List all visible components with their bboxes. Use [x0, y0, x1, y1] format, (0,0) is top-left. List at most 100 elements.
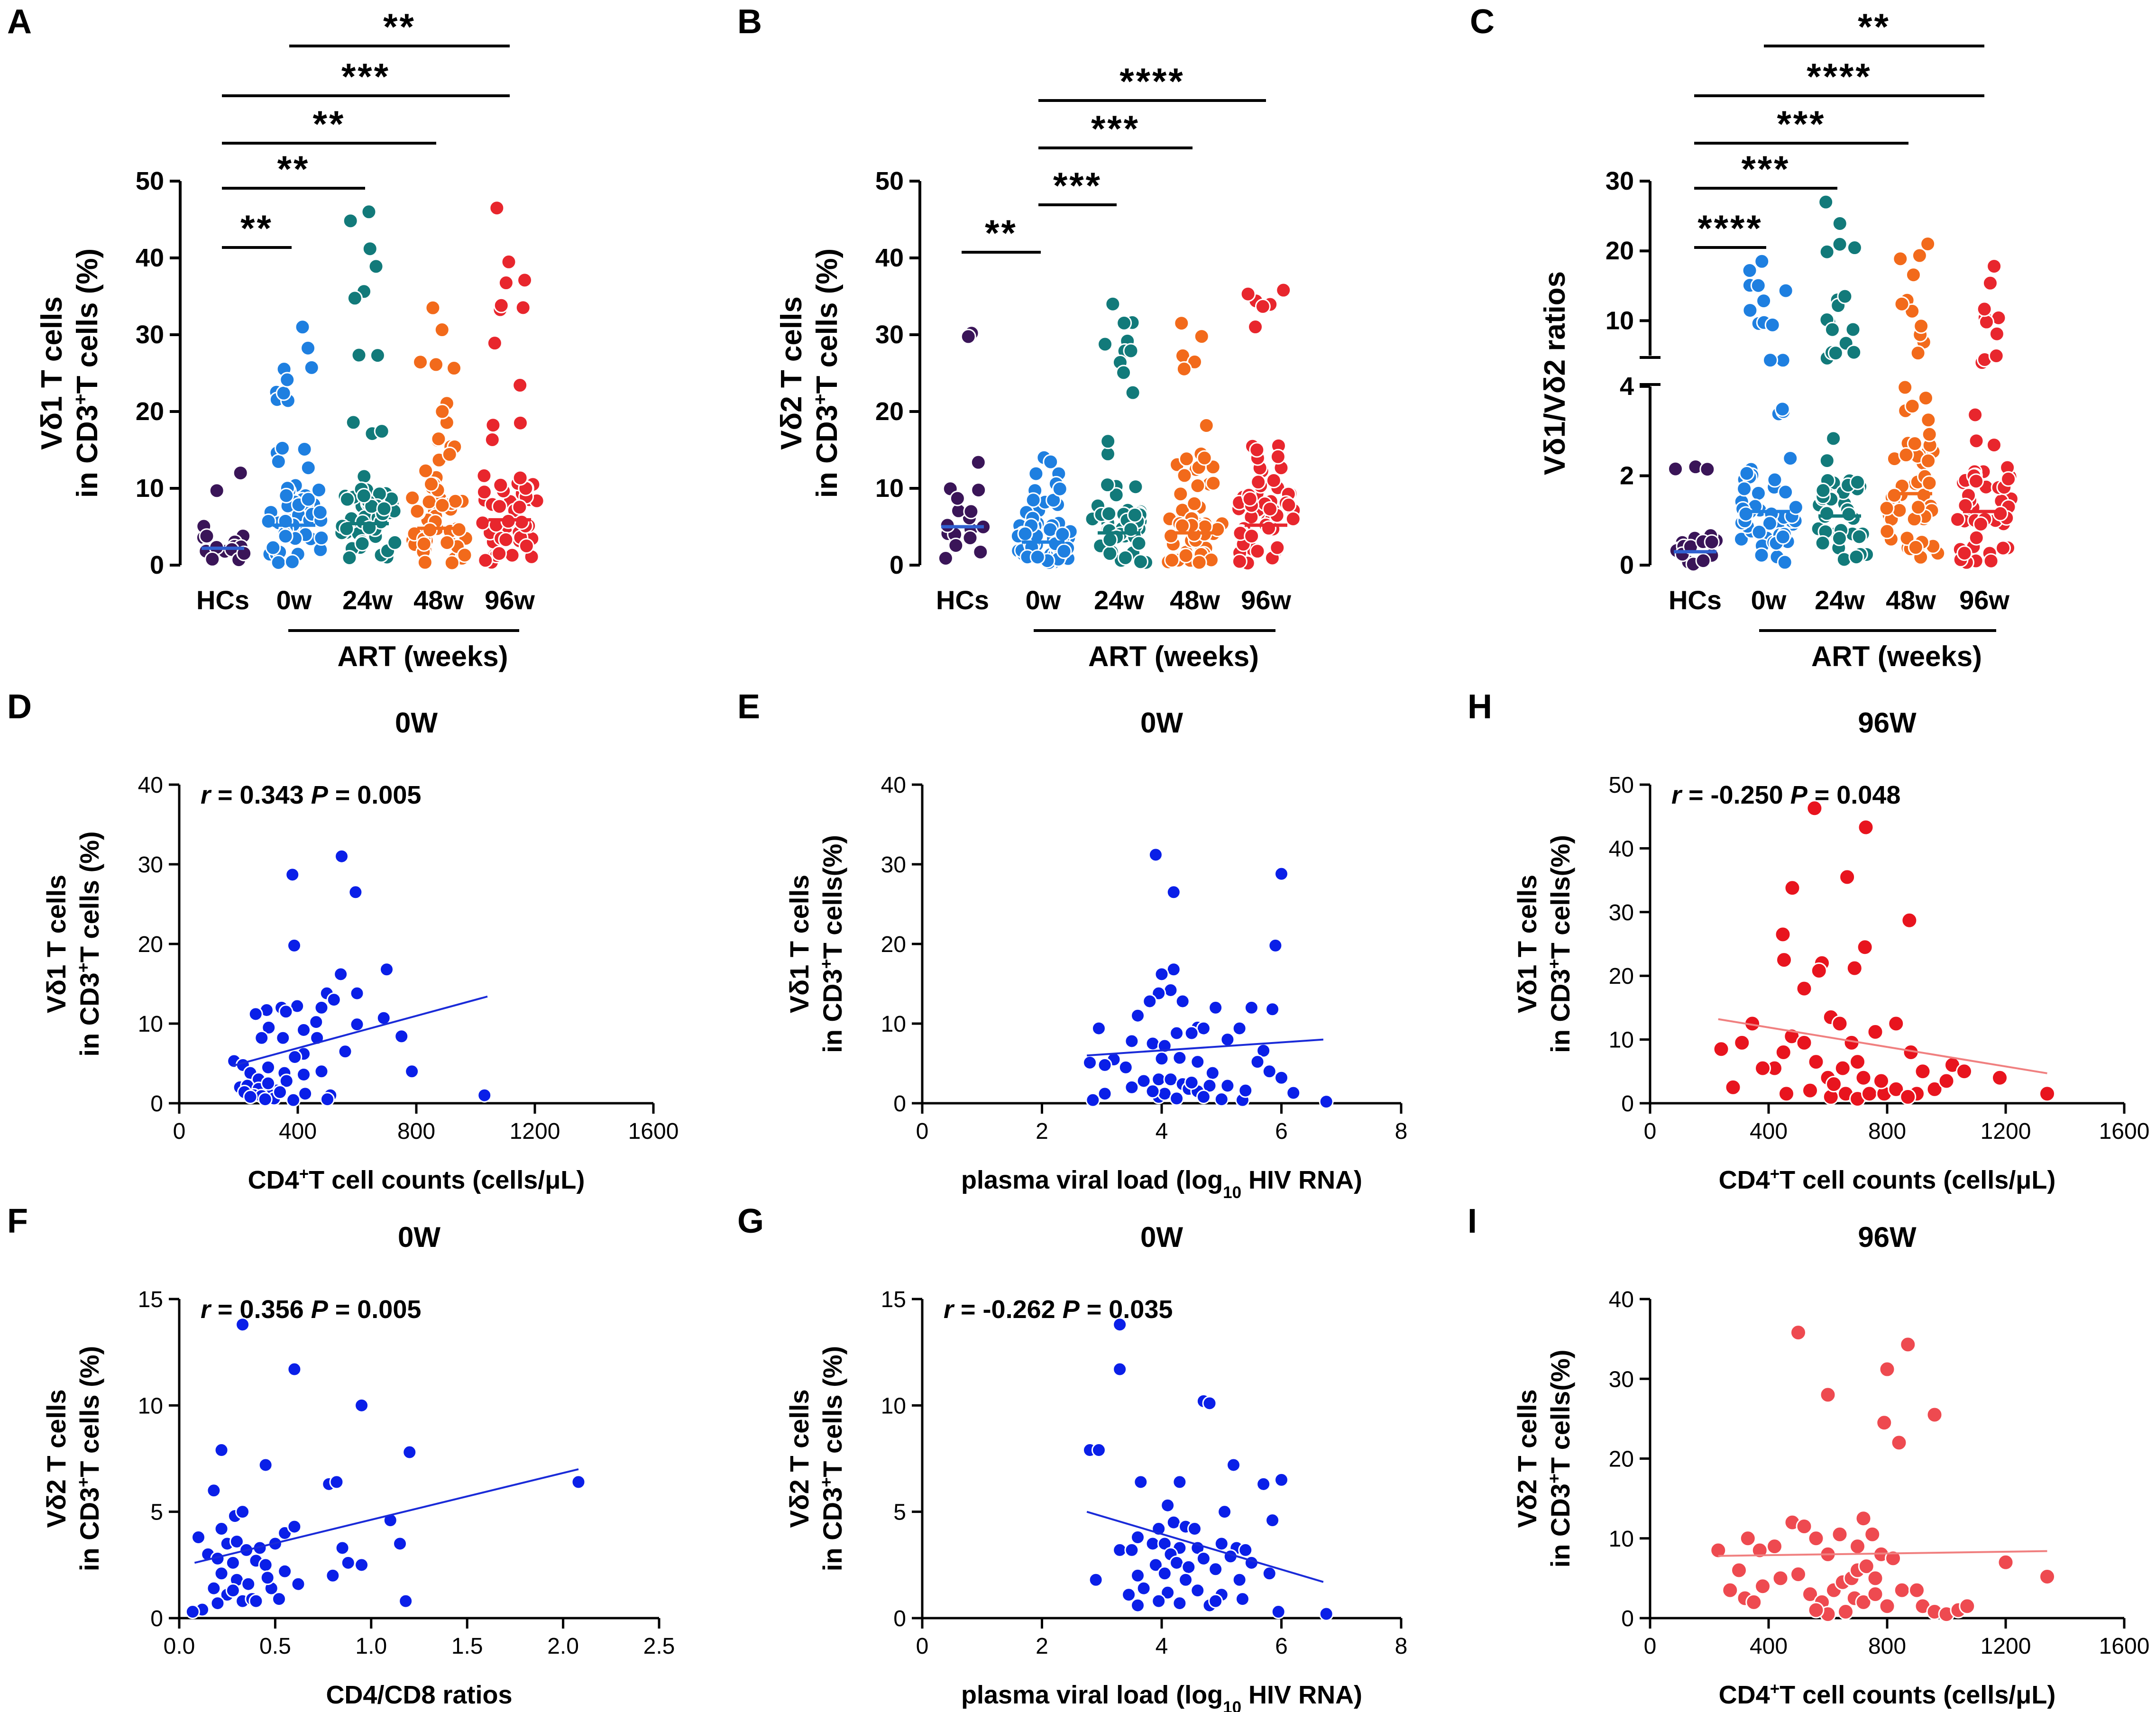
data-point — [1920, 453, 1936, 469]
data-point — [225, 1583, 240, 1598]
data-point — [261, 1076, 275, 1091]
y-axis-label: in CD3+T cells (%) — [73, 831, 105, 1056]
chart-title: 96W — [1858, 707, 1917, 739]
x-axis-label: CD4/CD8 ratios — [326, 1681, 512, 1709]
x-tick-label: 48w — [413, 585, 464, 615]
data-point — [1986, 258, 2002, 275]
data-point — [1174, 315, 1190, 331]
data-point — [1968, 433, 1984, 449]
data-point — [1855, 1069, 1872, 1086]
y-tick-label: 20 — [1609, 964, 1634, 989]
data-point — [1202, 1396, 1217, 1411]
data-point — [1968, 530, 1984, 546]
panel-c: 0 2 4 10 20 30 Vδ1/Vδ2 ratios HCs 0w 24w 48w 96w ART… — [1539, 6, 2019, 672]
x-tick-label: 0.5 — [259, 1634, 291, 1659]
significance-label: *** — [1741, 148, 1790, 190]
data-point — [1217, 1504, 1232, 1520]
data-point — [1187, 1521, 1202, 1537]
x-tick-label: HCs — [1669, 585, 1722, 615]
data-point — [1017, 526, 1033, 542]
data-point — [1926, 1406, 1943, 1423]
data-point — [1193, 329, 1210, 345]
data-point — [1097, 1057, 1112, 1072]
y-tick-label: 0 — [150, 1091, 163, 1117]
data-point — [348, 885, 363, 900]
data-point — [279, 372, 295, 388]
data-point — [1232, 1572, 1247, 1587]
data-point — [1888, 1080, 1905, 1098]
significance-label: **** — [1119, 60, 1184, 102]
data-point — [491, 498, 507, 514]
data-point — [1174, 518, 1191, 534]
data-point — [1699, 461, 1716, 477]
data-point — [1136, 1073, 1151, 1089]
data-point — [1190, 1054, 1205, 1070]
data-point — [518, 538, 534, 554]
data-point — [1176, 467, 1193, 484]
data-point — [356, 468, 372, 485]
data-point — [1695, 553, 1711, 569]
x-tick-label: 2.0 — [547, 1634, 579, 1659]
data-point — [970, 454, 986, 470]
x-tick-label: 400 — [1750, 1634, 1788, 1659]
data-point — [1886, 487, 1902, 504]
data-point — [1899, 1089, 1917, 1106]
data-point — [1762, 352, 1779, 368]
data-point — [314, 1000, 329, 1015]
regression-line — [194, 1468, 579, 1564]
data-point — [341, 549, 358, 566]
data-point — [962, 530, 978, 546]
data-point — [416, 536, 432, 552]
x-tick-label: 96w — [485, 585, 535, 615]
data-point — [1754, 1060, 1771, 1077]
panel-label-f: F — [7, 1202, 28, 1240]
significance-label: ** — [383, 6, 416, 47]
y-tick-label: 40 — [875, 244, 904, 272]
data-point — [1244, 1000, 1259, 1015]
y-tick-label: 10 — [136, 474, 164, 503]
data-point — [1938, 1072, 1955, 1089]
data-point — [1733, 531, 1749, 547]
data-point — [1173, 486, 1189, 502]
data-point — [261, 1020, 276, 1035]
y-tick-label: 0 — [890, 551, 904, 579]
data-point — [334, 849, 349, 864]
data-point — [393, 1536, 408, 1551]
data-point — [422, 522, 438, 538]
data-point — [1745, 1593, 1762, 1611]
data-point — [351, 347, 367, 363]
x-tick-label: 2 — [1036, 1634, 1048, 1659]
data-point — [1097, 336, 1113, 352]
data-point — [1160, 1498, 1175, 1513]
data-point — [1124, 1034, 1139, 1049]
data-point — [300, 340, 316, 356]
y-tick-label: 10 — [881, 1012, 906, 1037]
data-point — [444, 555, 460, 571]
data-point — [1123, 343, 1139, 359]
data-point — [1831, 1526, 1848, 1543]
x-tick-label: 0 — [916, 1634, 929, 1659]
data-point — [439, 534, 455, 550]
data-point — [1767, 472, 1783, 488]
data-point — [1145, 1036, 1160, 1051]
data-point — [232, 465, 248, 481]
data-point — [1956, 1063, 1973, 1080]
significance-label: ** — [277, 148, 310, 190]
data-point — [476, 484, 492, 500]
y-tick-label: 5 — [893, 1500, 906, 1525]
data-point — [1898, 447, 1914, 463]
y-tick-label: 50 — [1609, 773, 1634, 798]
x-tick-label: 96w — [1241, 585, 1291, 615]
data-point — [1982, 275, 1998, 291]
data-point — [1893, 1582, 1910, 1599]
data-point — [229, 1534, 244, 1549]
data-point — [214, 1566, 229, 1581]
data-point — [1198, 418, 1214, 434]
data-point — [278, 487, 294, 504]
data-point — [1976, 301, 1992, 317]
data-point — [1196, 1089, 1211, 1105]
data-point — [1826, 1076, 1842, 1093]
y-tick-label: 10 — [1609, 1028, 1634, 1053]
data-point — [1220, 1032, 1235, 1047]
data-point — [1130, 1568, 1145, 1583]
